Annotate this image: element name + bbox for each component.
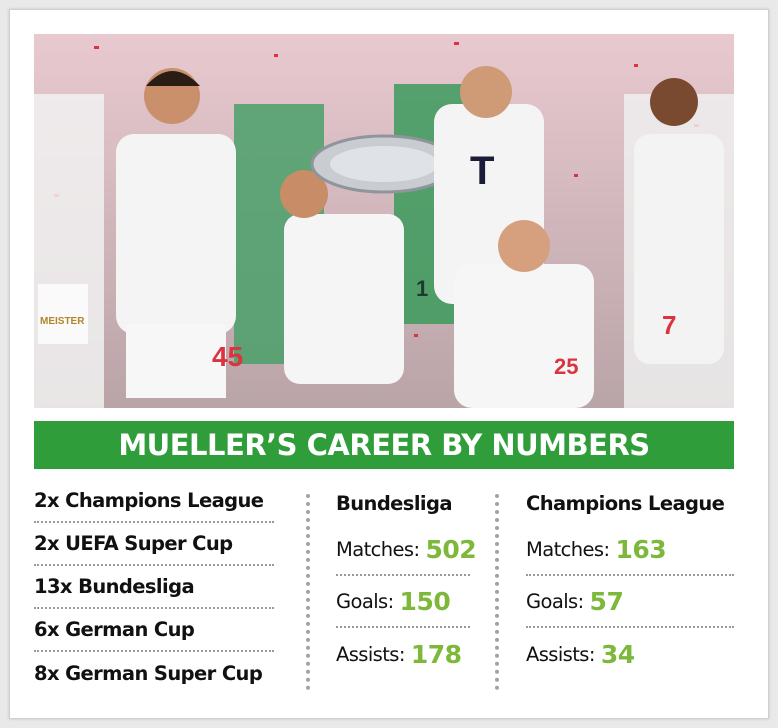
stat-value: 163 [615, 534, 667, 564]
list-item: 8x German Super Cup [34, 662, 263, 685]
list-item: 13x Bundesliga [34, 566, 274, 609]
jersey-number-1: 1 [416, 276, 428, 301]
bundesliga-stats: Bundesliga Matches: 502 Goals: 150 Assis… [336, 482, 477, 680]
jersey-number-25: 25 [554, 354, 578, 379]
jersey-number-7: 7 [662, 310, 676, 340]
stat-label: Matches: [526, 537, 610, 561]
stat-value: 57 [589, 586, 624, 616]
jersey-number-45: 45 [212, 341, 243, 372]
stat-value: 178 [410, 639, 462, 669]
celebration-photo: 45 T 25 7 1 MEISTER [34, 34, 734, 408]
section-title-banner: MUELLER’S CAREER BY NUMBERS [34, 421, 734, 469]
divider [495, 494, 499, 690]
sponsor-letter: T [470, 149, 494, 193]
stat-label: Assists: [526, 642, 595, 666]
stat-value: 150 [399, 586, 451, 616]
column-title: Bundesliga [336, 491, 453, 515]
column-title: Champions League [526, 491, 725, 515]
stat-label: Goals: [526, 589, 584, 613]
stat-label: Goals: [336, 589, 394, 613]
stat-label: Matches: [336, 537, 420, 561]
stat-row: Goals: 150 [336, 576, 470, 628]
list-item: 2x Champions League [34, 480, 274, 523]
stat-row: Goals: 57 [526, 576, 734, 628]
stat-row: Assists: 34 [526, 628, 734, 680]
divider [306, 494, 310, 690]
stat-value: 34 [600, 639, 635, 669]
stat-row: Assists: 178 [336, 628, 470, 680]
list-item: 6x German Cup [34, 609, 274, 652]
meister-banner-text: MEISTER [40, 316, 85, 327]
champions-league-stats: Champions League Matches: 163 Goals: 57 … [526, 482, 734, 680]
honours-list: 2x Champions League 2x UEFA Super Cup 13… [34, 480, 274, 695]
stat-row: Matches: 163 [526, 524, 734, 576]
list-item: 2x UEFA Super Cup [34, 523, 274, 566]
stat-row: Matches: 502 [336, 524, 477, 576]
stat-label: Assists: [336, 642, 405, 666]
stat-value: 502 [425, 534, 477, 564]
